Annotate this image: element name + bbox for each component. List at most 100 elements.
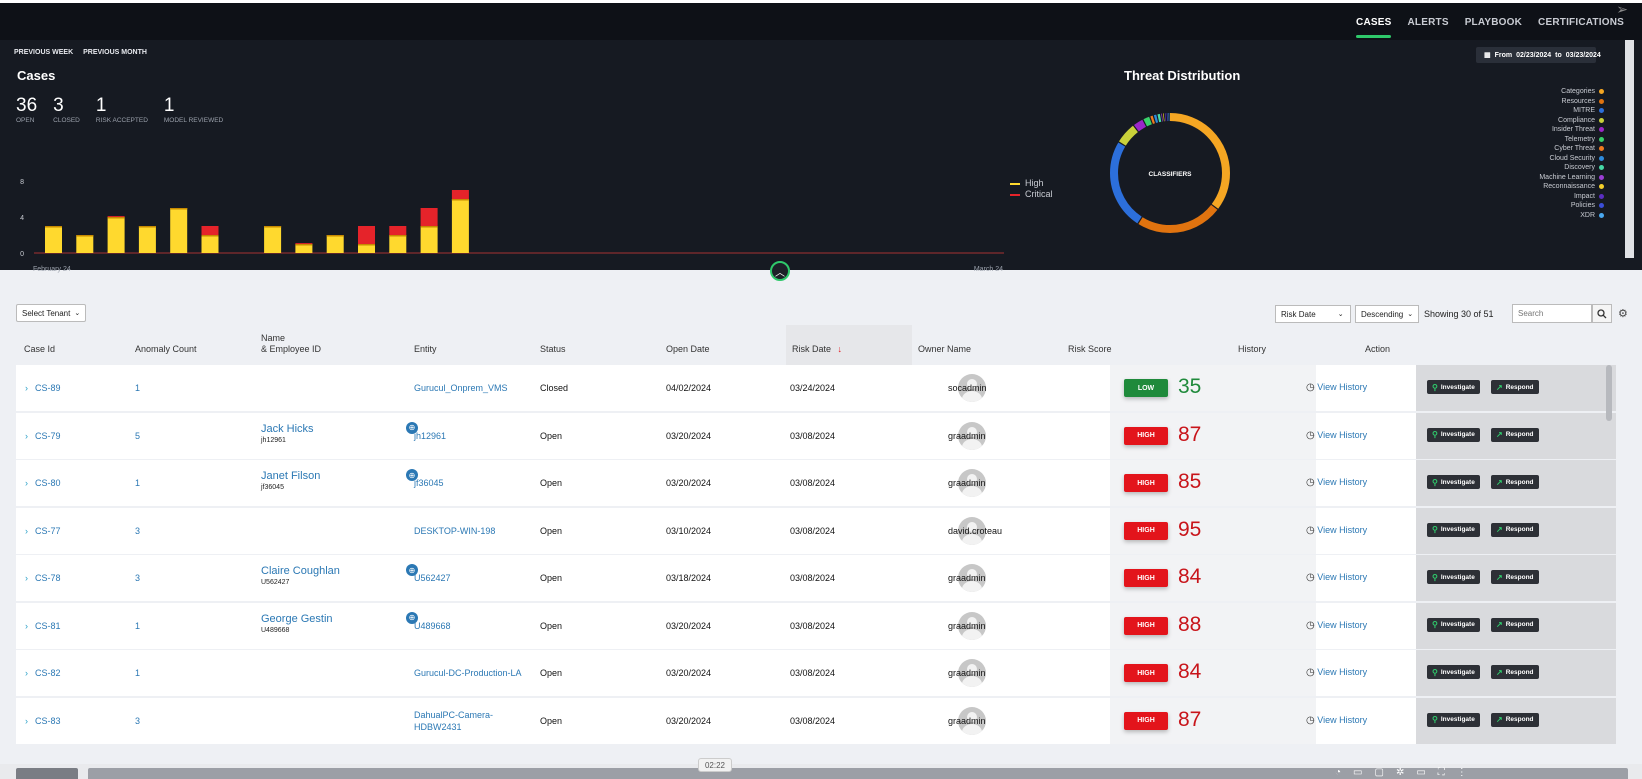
bar-critical[interactable] bbox=[107, 216, 125, 217]
table-row[interactable]: › CS-78 3 Claire Coughlan U562427 ⊕ U562427 Ope… bbox=[16, 555, 1616, 601]
entity-link[interactable]: jf36045 bbox=[414, 478, 444, 488]
expand-chevron-icon[interactable]: › bbox=[25, 715, 28, 726]
investigate-button[interactable]: ⚲ Investigate bbox=[1427, 380, 1480, 394]
tab-alerts[interactable]: ALERTS bbox=[1407, 17, 1449, 28]
entity-link[interactable]: U489668 bbox=[414, 620, 451, 631]
entity-link[interactable]: Gurucul-DC-Production-LA bbox=[414, 668, 522, 678]
investigate-button[interactable]: ⚲ Investigate bbox=[1427, 712, 1480, 727]
case-id-link[interactable]: CS-80 bbox=[35, 478, 61, 488]
entity-link[interactable]: jh12961 bbox=[414, 430, 447, 441]
table-row[interactable]: › CS-77 3 DESKTOP-WIN-198 Open 03/10/2024 03/0… bbox=[16, 507, 1616, 554]
donut-segment-resources[interactable] bbox=[1110, 113, 1230, 233]
case-id-link[interactable]: CS-89 bbox=[35, 383, 61, 393]
respond-button[interactable]: ↗ Respond bbox=[1491, 665, 1539, 679]
tab-playbook[interactable]: PLAYBOOK bbox=[1464, 17, 1523, 28]
anomaly-count-link[interactable]: 3 bbox=[135, 573, 141, 583]
cast-icon[interactable]: ▭ bbox=[1416, 767, 1426, 778]
previous-month-link[interactable]: PREVIOUS MONTH bbox=[83, 49, 147, 56]
sort-field-select[interactable]: Risk Date ⌄ bbox=[1275, 305, 1351, 323]
table-row[interactable]: › CS-89 1 Gurucul_Onprem_VMS Closed 04/02/202… bbox=[16, 365, 1616, 411]
expand-chevron-icon[interactable]: › bbox=[25, 668, 28, 678]
tab-cases[interactable]: CASES bbox=[1356, 17, 1392, 38]
investigate-button[interactable]: ⚲ Investigate bbox=[1427, 570, 1480, 584]
globe-icon[interactable]: ⊕ bbox=[406, 564, 418, 576]
header-risk-score[interactable]: Risk Score bbox=[1068, 344, 1112, 354]
header-owner-name[interactable]: Owner Name bbox=[918, 344, 972, 354]
entity-link[interactable]: U562427 bbox=[414, 573, 451, 583]
investigate-button[interactable]: ⚲ Investigate bbox=[1427, 427, 1480, 442]
expand-chevron-icon[interactable]: › bbox=[25, 478, 28, 488]
bar-high[interactable] bbox=[451, 199, 469, 253]
previous-week-link[interactable]: PREVIOUS WEEK bbox=[14, 49, 74, 56]
bar-high[interactable] bbox=[201, 235, 219, 253]
date-range-picker[interactable]: ▦ From 02/23/2024 to 03/23/2024 bbox=[1476, 47, 1601, 63]
header-status[interactable]: Status bbox=[540, 344, 566, 354]
bar-high[interactable] bbox=[264, 226, 282, 253]
settings-icon[interactable]: ✲ bbox=[1395, 767, 1405, 778]
bar-critical[interactable] bbox=[295, 243, 313, 244]
bar-critical[interactable] bbox=[201, 226, 219, 235]
anomaly-count-link[interactable]: 5 bbox=[135, 430, 141, 441]
bar-high[interactable] bbox=[420, 226, 438, 253]
bar-high[interactable] bbox=[295, 244, 313, 253]
bar-high[interactable] bbox=[76, 235, 94, 253]
expand-chevron-icon[interactable]: › bbox=[25, 525, 28, 536]
view-history-link[interactable]: ◷ View History bbox=[1306, 382, 1367, 393]
investigate-button[interactable]: ⚲ Investigate bbox=[1427, 617, 1480, 632]
bar-high[interactable] bbox=[358, 244, 375, 253]
player-left-control[interactable] bbox=[16, 768, 78, 779]
bar-high[interactable] bbox=[170, 208, 188, 253]
table-row[interactable]: › CS-80 1 Janet Filson jf36045 ⊕ jf36045 Open 03… bbox=[16, 460, 1616, 506]
donut-segment-categories[interactable] bbox=[1110, 113, 1230, 233]
table-row[interactable]: › CS-81 1 George Gestin U489668 ⊕ U489668 Open 0… bbox=[16, 602, 1616, 649]
respond-button[interactable]: ↗ Respond bbox=[1491, 427, 1539, 442]
expand-chevron-icon[interactable]: › bbox=[25, 620, 28, 631]
view-history-link[interactable]: ◷ View History bbox=[1306, 620, 1367, 631]
player-progress-track[interactable] bbox=[88, 768, 1628, 779]
employee-name-link[interactable]: Jack Hicks bbox=[261, 422, 314, 435]
bar-high[interactable] bbox=[107, 217, 125, 253]
case-id-link[interactable]: CS-77 bbox=[35, 525, 61, 536]
respond-button[interactable]: ↗ Respond bbox=[1491, 380, 1539, 394]
search-input[interactable] bbox=[1512, 304, 1592, 323]
anomaly-count-link[interactable]: 3 bbox=[135, 525, 141, 536]
globe-icon[interactable]: ⊕ bbox=[406, 611, 418, 624]
header-open-date[interactable]: Open Date bbox=[666, 344, 710, 354]
investigate-button[interactable]: ⚲ Investigate bbox=[1427, 522, 1480, 537]
screen-icon[interactable]: ▢ bbox=[1374, 767, 1384, 778]
entity-link[interactable]: DahualPC-Camera- HDBW2431 bbox=[414, 709, 493, 733]
globe-icon[interactable]: ⊕ bbox=[406, 421, 418, 434]
entity-link[interactable]: DESKTOP-WIN-198 bbox=[414, 525, 496, 536]
table-row[interactable]: › CS-82 1 Gurucul-DC-Production-LA Open 03/20… bbox=[16, 650, 1616, 696]
send-icon[interactable]: ➢ bbox=[1616, 1, 1628, 17]
employee-name-link[interactable]: George Gestin bbox=[261, 612, 333, 625]
view-history-link[interactable]: ◷ View History bbox=[1306, 715, 1367, 726]
dashboard-scrollbar[interactable] bbox=[1625, 40, 1634, 258]
table-row[interactable]: › CS-83 3 DahualPC-Camera- HDBW2431 Open 03/20… bbox=[16, 697, 1616, 744]
fullscreen-icon[interactable]: ⛶ bbox=[1437, 767, 1445, 778]
entity-link[interactable]: Gurucul_Onprem_VMS bbox=[414, 383, 508, 393]
header-anomaly-count[interactable]: Anomaly Count bbox=[135, 344, 197, 354]
bar-critical[interactable] bbox=[389, 226, 407, 235]
case-id-link[interactable]: CS-79 bbox=[35, 430, 61, 441]
bar-high[interactable] bbox=[326, 235, 344, 253]
anomaly-count-link[interactable]: 1 bbox=[135, 668, 141, 678]
captions-icon[interactable]: ▭ bbox=[1353, 767, 1363, 778]
bar-high[interactable] bbox=[45, 226, 62, 253]
investigate-button[interactable]: ⚲ Investigate bbox=[1427, 665, 1480, 679]
investigate-button[interactable]: ⚲ Investigate bbox=[1427, 475, 1480, 489]
respond-button[interactable]: ↗ Respond bbox=[1491, 522, 1539, 537]
view-history-link[interactable]: ◷ View History bbox=[1306, 477, 1367, 488]
view-history-link[interactable]: ◷ View History bbox=[1306, 667, 1367, 678]
view-history-link[interactable]: ◷ View History bbox=[1306, 525, 1367, 536]
bar-critical[interactable] bbox=[420, 208, 438, 226]
bar-critical[interactable] bbox=[451, 190, 469, 199]
bar-critical[interactable] bbox=[358, 226, 375, 244]
case-id-link[interactable]: CS-81 bbox=[35, 620, 61, 631]
gear-icon[interactable]: ⚙ bbox=[1618, 308, 1628, 320]
more-icon[interactable]: ⋮ bbox=[1456, 767, 1467, 778]
employee-name-link[interactable]: Claire Coughlan bbox=[261, 565, 340, 577]
search-button[interactable] bbox=[1592, 304, 1612, 323]
bar-high[interactable] bbox=[389, 235, 407, 253]
case-id-link[interactable]: CS-82 bbox=[35, 668, 61, 678]
